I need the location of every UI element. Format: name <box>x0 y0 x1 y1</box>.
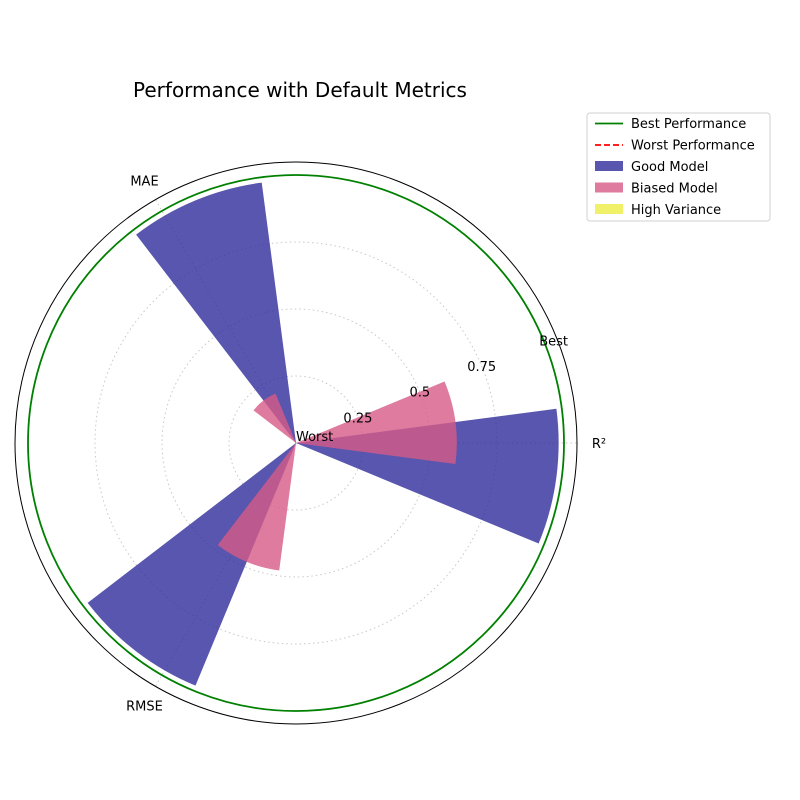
legend-swatch-high-variance <box>595 204 623 214</box>
legend-label-good-model: Good Model <box>631 160 708 175</box>
bar-biased-model <box>296 381 457 464</box>
chart-title: Performance with Default Metrics <box>133 78 467 102</box>
legend-box <box>586 112 771 222</box>
legend-swatch-good-model <box>595 161 623 171</box>
polar-frame <box>14 161 578 725</box>
bar-good-model <box>136 182 296 443</box>
bar-biased-model <box>217 443 296 571</box>
legend-swatch-biased-model <box>595 182 623 193</box>
axis-label: R² <box>592 437 606 452</box>
legend-label-best-performance: Best Performance <box>631 117 746 132</box>
radial-tick-label: 0.25 <box>343 411 372 426</box>
axis-label: MAE <box>130 175 158 190</box>
radial-tick-label: 0.75 <box>467 360 496 375</box>
legend: Best Performance Worst Performance Good Mo… <box>586 112 771 222</box>
radial-min-label: Worst <box>296 430 333 445</box>
legend-label-biased-model: Biased Model <box>631 182 718 197</box>
legend-label-high-variance: High Variance <box>631 203 721 218</box>
radial-max-label: Best <box>539 334 568 349</box>
reference-lines-layer <box>27 174 565 712</box>
bar-biased-model <box>253 393 296 443</box>
axis-label: RMSE <box>126 699 163 714</box>
labels-layer: R² MAE RMSE 0.25 0.5 0.75 Worst Best <box>126 175 606 715</box>
radial-tick-label: 0.5 <box>409 386 430 401</box>
bar-good-model <box>87 443 296 686</box>
legend-label-worst-performance: Worst Performance <box>631 139 755 154</box>
bars-layer <box>87 182 559 686</box>
reference-line-best-performance <box>27 174 565 712</box>
